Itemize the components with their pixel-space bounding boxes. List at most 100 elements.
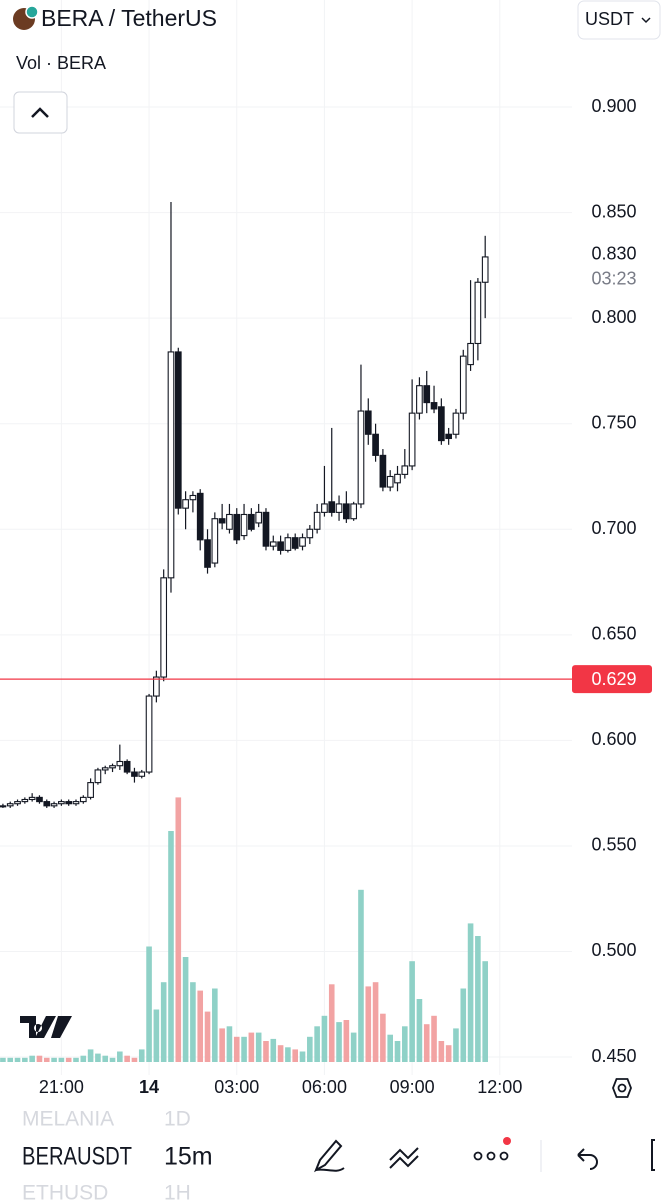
indicator-tool[interactable] [389, 1147, 419, 1169]
volume-bar [307, 1036, 313, 1062]
volume-bar [285, 1047, 291, 1062]
next-symbol[interactable]: ETHUSD [22, 1182, 108, 1200]
y-tick-label: 0.800 [591, 307, 636, 327]
volume-bar [402, 1026, 408, 1062]
x-tick-label: 09:00 [390, 1077, 435, 1097]
candle-body [416, 385, 423, 414]
volume-bar [270, 1038, 277, 1062]
candle-pane [0, 202, 489, 808]
symbol[interactable]: BERAUSDT [22, 1143, 132, 1171]
candle-body [269, 541, 277, 547]
x-tick-label: 03:00 [214, 1077, 259, 1097]
y-tick-label: 0.700 [591, 518, 636, 538]
candle-body [189, 494, 197, 501]
volume-bar [423, 1024, 430, 1062]
volume-bar [277, 1045, 284, 1062]
candle-body [313, 511, 321, 530]
volume-bar [204, 1011, 211, 1062]
candle-body [123, 760, 131, 773]
undo-button[interactable] [577, 1148, 598, 1170]
volume-bar [380, 1013, 386, 1062]
volume-bar [394, 1041, 401, 1062]
candle-body [474, 281, 482, 345]
prev-symbol[interactable]: MELANIA [22, 1108, 114, 1131]
last-price-label: 0.830 [591, 244, 636, 264]
volume-bar [292, 1049, 299, 1062]
volume-bar [0, 1057, 6, 1062]
more-button[interactable] [473, 1137, 512, 1161]
currency-label[interactable]: USDT [585, 9, 634, 29]
indicator-label[interactable]: Vol · BERA [16, 53, 106, 73]
settings-button[interactable] [612, 1078, 632, 1098]
collapse-icon [31, 107, 49, 118]
volume-bar [343, 1020, 350, 1062]
candle-body [109, 765, 116, 769]
volume-bar [233, 1036, 240, 1062]
volume-bar [219, 1028, 225, 1062]
volume-bar [445, 1045, 452, 1062]
collapse-button[interactable] [13, 91, 68, 134]
volume-bar [14, 1057, 21, 1062]
fullscreen-button[interactable] [651, 1139, 655, 1171]
volume-bar [226, 1026, 233, 1062]
volume-bar [453, 1028, 459, 1062]
volume-bar [467, 923, 474, 1062]
candle-body [423, 385, 431, 404]
symbol-title[interactable]: BERA / TetherUS [41, 5, 217, 31]
volume-bar [131, 1057, 138, 1062]
next-interval[interactable]: 1H [164, 1182, 191, 1200]
candle-body [408, 412, 416, 467]
candle-body [65, 801, 73, 805]
volume-bar [36, 1055, 43, 1062]
volume-bar [95, 1053, 101, 1062]
volume-bar [73, 1057, 79, 1062]
volume-bar [51, 1057, 57, 1062]
countdown: 03:23 [591, 269, 636, 289]
volume-bar [117, 1051, 123, 1062]
volume-bar [299, 1051, 306, 1062]
volume-bar [87, 1049, 94, 1062]
candle-body [43, 801, 51, 807]
candle-body [94, 769, 102, 784]
candle-body [357, 410, 365, 505]
volume-bar [328, 984, 335, 1062]
candle-body [226, 513, 233, 530]
candle-body [28, 796, 36, 801]
candle-body [174, 351, 182, 509]
y-tick-label: 0.850 [591, 201, 636, 221]
volume-bar [80, 1055, 87, 1062]
dot [486, 1151, 496, 1161]
interval[interactable]: 15m [164, 1143, 213, 1171]
x-tick-label: 12:00 [477, 1077, 522, 1097]
candle-body [196, 492, 204, 541]
currency-button[interactable] [577, 0, 661, 40]
settings-dot [617, 1083, 627, 1093]
prev-interval[interactable]: 1D [164, 1108, 191, 1131]
volume-bar [58, 1057, 65, 1062]
volume-bar [65, 1057, 72, 1062]
volume-bar [387, 1034, 393, 1062]
price-badge [572, 665, 652, 694]
candle-body [467, 342, 474, 366]
volume-bar [22, 1057, 28, 1062]
volume-bar [475, 936, 481, 1062]
volume-bar [43, 1057, 50, 1062]
volume-bar [153, 1009, 160, 1062]
y-tick-label: 0.900 [591, 96, 636, 116]
volume-bar [109, 1057, 116, 1062]
candle-body [284, 537, 292, 551]
axes: 0.900 0.850 0.800 0.750 0.700 0.650 0.600 0.550… [0, 96, 652, 1097]
draw-tool[interactable] [314, 1139, 345, 1173]
candle-body [0, 805, 7, 808]
candle-body [101, 767, 109, 771]
candle-body [386, 475, 394, 488]
candle-body [116, 760, 124, 767]
candle-body [145, 695, 153, 773]
symbol-logo-badge [25, 5, 39, 19]
candle-body [328, 501, 336, 513]
volume-bar [255, 1032, 262, 1062]
volume-bar [160, 982, 167, 1062]
candle-body [21, 798, 29, 803]
